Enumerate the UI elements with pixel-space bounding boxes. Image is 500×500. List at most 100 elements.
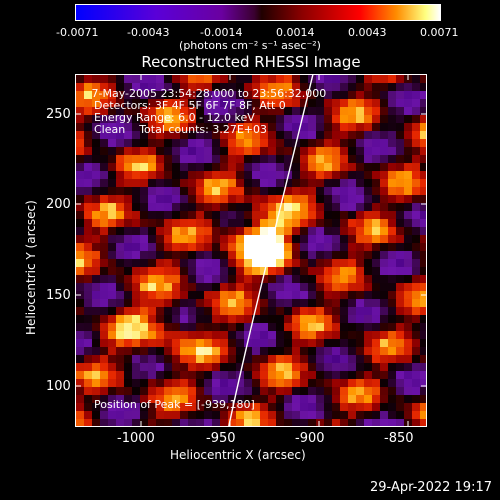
heatmap-cell — [268, 347, 276, 355]
heatmap-cell — [132, 155, 140, 163]
heatmap-cell — [284, 235, 292, 243]
heatmap-cell — [348, 387, 356, 395]
heatmap-cell — [196, 419, 204, 426]
heatmap-cell — [84, 219, 92, 227]
heatmap-cell — [388, 387, 396, 395]
heatmap-cell — [172, 107, 180, 115]
heatmap-cell — [76, 123, 84, 131]
heatmap-cell — [332, 371, 340, 379]
heatmap-cell — [220, 299, 228, 307]
heatmap-cell — [420, 371, 426, 379]
heatmap-cell — [228, 195, 236, 203]
heatmap-cell — [196, 91, 204, 99]
heatmap-cell — [140, 179, 148, 187]
heatmap-cell — [188, 347, 196, 355]
heatmap-cell — [156, 331, 164, 339]
heatmap-cell — [140, 107, 148, 115]
heatmap-cell — [220, 179, 228, 187]
heatmap-cell — [268, 259, 276, 267]
heatmap-cell — [92, 299, 100, 307]
heatmap-cell — [308, 267, 316, 275]
heatmap-cell — [108, 235, 116, 243]
heatmap-cell — [132, 307, 140, 315]
heatmap-cell — [196, 371, 204, 379]
heatmap-cell — [356, 139, 364, 147]
heatmap-cell — [156, 371, 164, 379]
heatmap-cell — [196, 75, 204, 83]
heatmap-cell — [380, 339, 388, 347]
heatmap-cell — [324, 371, 332, 379]
heatmap-cell — [252, 267, 260, 275]
heatmap-cell — [236, 259, 244, 267]
heatmap-cell — [220, 187, 228, 195]
heatmap-cell — [388, 91, 396, 99]
heatmap-cell — [388, 147, 396, 155]
heatmap-cell — [292, 243, 300, 251]
heatmap-cell — [388, 275, 396, 283]
heatmap-cell — [156, 291, 164, 299]
heatmap-cell — [196, 403, 204, 411]
heatmap-cell — [164, 163, 172, 171]
heatmap-cell — [300, 283, 308, 291]
heatmap-cell — [300, 355, 308, 363]
heatmap-cell — [180, 211, 188, 219]
heatmap-cell — [316, 139, 324, 147]
heatmap-cell — [180, 331, 188, 339]
heatmap-cell — [236, 331, 244, 339]
heatmap-cell — [108, 379, 116, 387]
heatmap-cell — [364, 227, 372, 235]
heatmap-cell — [276, 243, 284, 251]
heatmap-cell — [364, 339, 372, 347]
heatmap-cell — [420, 163, 426, 171]
heatmap-cell — [388, 419, 396, 426]
heatmap-cell — [348, 187, 356, 195]
heatmap-cell — [244, 259, 252, 267]
heatmap-cell — [388, 75, 396, 83]
heatmap-cell — [404, 323, 412, 331]
heatmap-cell — [388, 403, 396, 411]
heatmap-cell — [148, 99, 156, 107]
heatmap-cell — [132, 115, 140, 123]
heatmap-cell — [308, 339, 316, 347]
heatmap-cell — [148, 163, 156, 171]
heatmap-cell — [124, 259, 132, 267]
heatmap-cell — [100, 283, 108, 291]
heatmap-cell — [92, 155, 100, 163]
heatmap-cell — [300, 251, 308, 259]
heatmap-cell — [172, 355, 180, 363]
heatmap-cell — [172, 131, 180, 139]
heatmap-cell — [372, 243, 380, 251]
heatmap-cell — [420, 395, 426, 403]
heatmap-cell — [108, 115, 116, 123]
heatmap-cell — [316, 419, 324, 426]
heatmap-cell — [412, 347, 420, 355]
heatmap-cell — [132, 323, 140, 331]
heatmap-cell — [268, 283, 276, 291]
heatmap-cell — [180, 83, 188, 91]
heatmap-cell — [404, 363, 412, 371]
heatmap-cell — [324, 155, 332, 163]
heatmap-cell — [308, 331, 316, 339]
heatmap-cell — [324, 203, 332, 211]
heatmap-cell — [148, 355, 156, 363]
heatmap-cell — [204, 203, 212, 211]
heatmap-cell — [252, 211, 260, 219]
heatmap-cell — [204, 139, 212, 147]
heatmap-cell — [172, 267, 180, 275]
heatmap-cell — [172, 387, 180, 395]
heatmap-cell — [388, 323, 396, 331]
heatmap-cell — [92, 363, 100, 371]
heatmap-cell — [228, 187, 236, 195]
heatmap-cell — [188, 315, 196, 323]
heatmap-cell — [76, 259, 84, 267]
heatmap-cell — [348, 107, 356, 115]
heatmap-cell — [148, 363, 156, 371]
heatmap-cell — [84, 115, 92, 123]
heatmap-cell — [180, 251, 188, 259]
heatmap-cell — [388, 203, 396, 211]
heatmap-cell — [236, 339, 244, 347]
heatmap-cell — [292, 195, 300, 203]
heatmap-cell — [140, 363, 148, 371]
heatmap-cell — [228, 179, 236, 187]
heatmap-cell — [124, 331, 132, 339]
